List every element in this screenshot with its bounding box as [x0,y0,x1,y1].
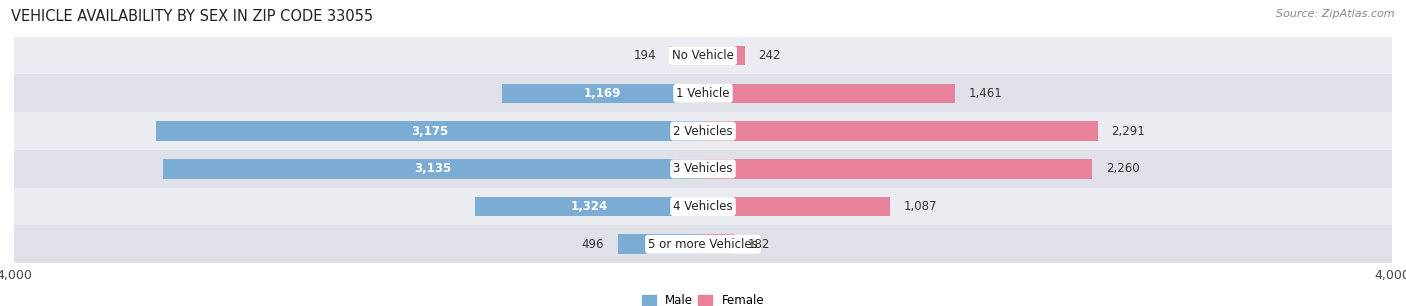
Text: 3,175: 3,175 [411,125,449,138]
Text: 1,087: 1,087 [904,200,938,213]
Text: 5 or more Vehicles: 5 or more Vehicles [648,238,758,251]
Bar [703,121,1098,141]
Text: 1 Vehicle: 1 Vehicle [676,87,730,100]
Bar [703,46,745,65]
Bar [703,159,1092,179]
Text: 4 Vehicles: 4 Vehicles [673,200,733,213]
Bar [703,234,734,254]
Bar [14,112,1392,150]
Text: 3 Vehicles: 3 Vehicles [673,162,733,175]
Text: Source: ZipAtlas.com: Source: ZipAtlas.com [1277,9,1395,19]
Bar [703,197,890,216]
Text: 2 Vehicles: 2 Vehicles [673,125,733,138]
Text: VEHICLE AVAILABILITY BY SEX IN ZIP CODE 33055: VEHICLE AVAILABILITY BY SEX IN ZIP CODE … [11,9,374,24]
Text: 1,324: 1,324 [571,200,607,213]
Bar [502,84,703,103]
Bar [14,74,1392,112]
Text: 1,169: 1,169 [583,87,621,100]
Bar [669,46,703,65]
Text: 496: 496 [581,238,603,251]
Text: 2,260: 2,260 [1107,162,1140,175]
Bar [703,84,955,103]
Bar [14,150,1392,188]
Bar [14,188,1392,226]
Text: 1,461: 1,461 [969,87,1002,100]
Text: 3,135: 3,135 [415,162,451,175]
Bar [14,226,1392,263]
Bar [163,159,703,179]
Text: 242: 242 [758,49,780,62]
Text: 182: 182 [748,238,770,251]
Bar [475,197,703,216]
Bar [14,37,1392,74]
Text: 2,291: 2,291 [1111,125,1144,138]
Bar [617,234,703,254]
Text: No Vehicle: No Vehicle [672,49,734,62]
Bar [156,121,703,141]
Legend: Male, Female: Male, Female [641,294,765,306]
Text: 194: 194 [633,49,655,62]
